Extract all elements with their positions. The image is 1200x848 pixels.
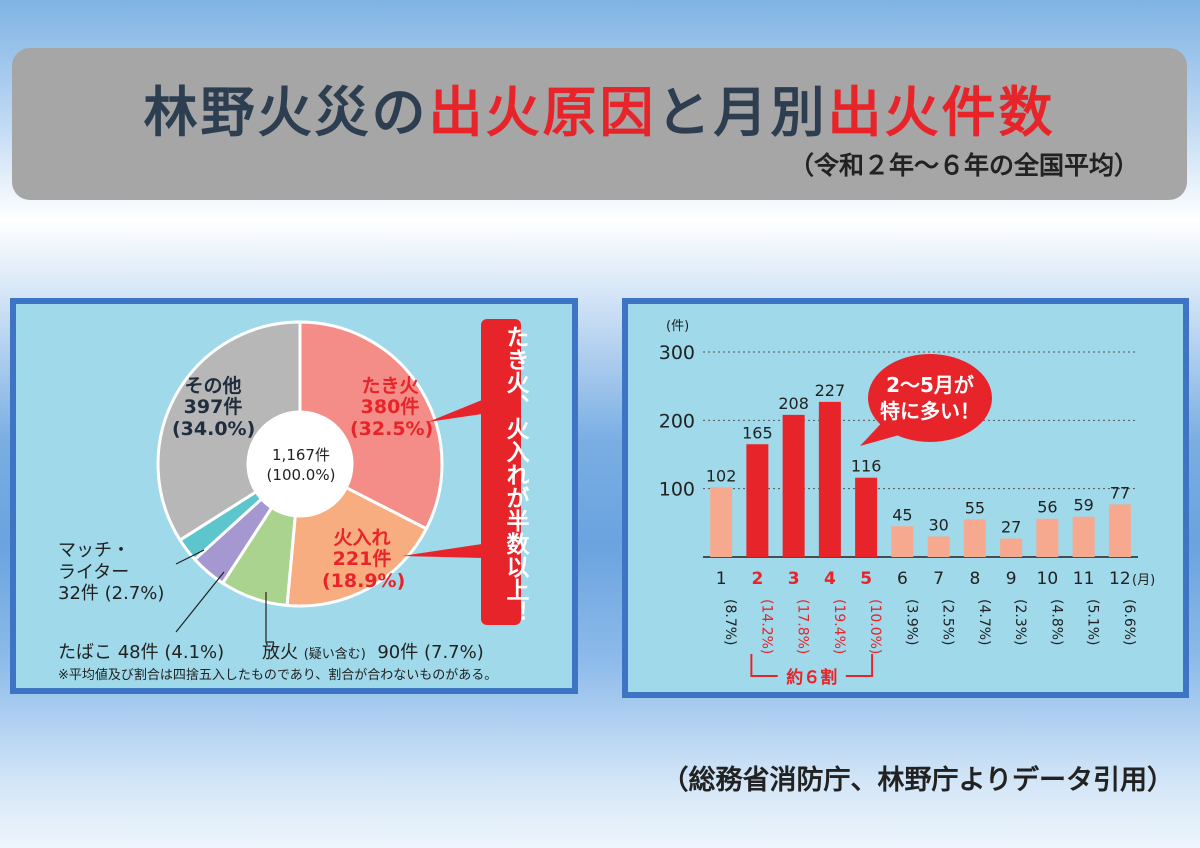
x-tick-label: 6 (897, 569, 908, 589)
percentage-label: (5.1%) (1085, 599, 1101, 646)
leader-line (175, 571, 225, 633)
x-tick-label: 9 (1006, 569, 1017, 589)
monthly-bar-chart: 100 200 300 (件) 102 1 (8.7%) 165 2 (14.2%) 208 3 (17… (659, 319, 1155, 688)
percentage-label: (4.7%) (976, 599, 992, 646)
x-tick-label: 11 (1073, 569, 1095, 589)
bracket-label-bg (777, 665, 846, 687)
bar-month-5 (855, 477, 878, 557)
percentage-label: (4.8%) (1048, 599, 1064, 646)
x-tick-label: 4 (824, 569, 836, 589)
page-title: 林野火災の出火原因と月別出火件数 (143, 81, 1056, 144)
bar-value-label: 55 (965, 498, 985, 517)
pie-callout-text: たき火、火入れが半数以上！ (502, 325, 528, 624)
bar-month-3 (782, 414, 805, 557)
x-tick-label: 2 (751, 569, 763, 589)
bar-callout-text-2: 特に多い！ (880, 399, 980, 423)
callout-pointer-takibi (428, 400, 482, 422)
percentage-label: (6.6%) (1121, 599, 1137, 646)
bar-value-label: 45 (892, 505, 912, 524)
bar-month-7 (927, 536, 950, 557)
leader-line (175, 549, 205, 565)
y-tick-label: 100 (659, 479, 695, 501)
x-tick-label: 10 (1037, 569, 1059, 589)
x-tick-label: 8 (969, 569, 980, 589)
bar-value-label: 208 (778, 394, 809, 413)
percentage-label: (17.8%) (795, 599, 811, 654)
x-tick-label: 1 (716, 569, 727, 589)
percentage-label: (2.3%) (1012, 599, 1028, 646)
bar-value-label: 102 (706, 466, 737, 485)
bar-month-2 (746, 444, 769, 557)
y-unit-label: (件) (666, 319, 689, 334)
bar-callout-bubble (868, 354, 992, 442)
percentage-label: (19.4%) (831, 599, 847, 654)
title-banner: 林野火災の出火原因と月別出火件数 （令和２年～６年の全国平均） (12, 48, 1187, 200)
slice-label-houka: 放火 (疑い含む) 90件 (7.7%) (262, 642, 484, 663)
x-tick-label: 7 (933, 569, 944, 589)
bar-value-label: 165 (742, 423, 773, 442)
bar-month-4 (818, 401, 841, 557)
percentage-label: (2.5%) (940, 599, 956, 646)
slice-label-hiire: 火入れ 221件 (18.9%) (322, 527, 406, 592)
pie-center-hole (248, 412, 352, 516)
bar-month-1 (710, 487, 733, 557)
bar-month-11 (1072, 516, 1095, 557)
bar-value-label: 116 (851, 457, 882, 476)
bar-value-label: 77 (1110, 483, 1130, 502)
bar-value-label: 56 (1037, 498, 1057, 517)
cause-pie-panel: 1,167件 (100.0%) たき火 380件 (32.5%) 火入れ 221… (10, 298, 578, 694)
percentage-label: (14.2%) (758, 599, 774, 654)
page-subtitle: （令和２年～６年の全国平均） (788, 151, 1139, 180)
x-unit-label: (月) (1132, 573, 1155, 588)
bar-value-label: 27 (1001, 518, 1021, 537)
x-tick-label: 12 (1109, 569, 1131, 589)
bar-callout-text-1: 2～5月が (886, 373, 974, 397)
bar-value-label: 30 (928, 516, 948, 535)
slice-label-tabako: たばこ 48件 (4.1%) (58, 642, 225, 663)
percentage-label: (8.7%) (722, 599, 738, 646)
cause-pie-chart (156, 320, 482, 643)
monthly-bar-panel: 100 200 300 (件) 102 1 (8.7%) 165 2 (14.2%) 208 3 (17… (622, 298, 1189, 698)
bar-month-12 (1108, 504, 1131, 557)
y-tick-label: 300 (659, 342, 695, 364)
bar-value-label: 227 (815, 381, 846, 400)
slice-label-other: その他 397件 (34.0%) (172, 375, 256, 440)
percentage-label: (10.0%) (867, 599, 883, 654)
y-tick-label: 200 (659, 410, 695, 432)
pie-center-pct: (100.0%) (266, 465, 336, 484)
slice-label-takibi: たき火 380件 (32.5%) (350, 375, 434, 440)
bar-month-8 (963, 519, 986, 557)
data-source: （総務省消防庁、林野庁よりデータ引用） (661, 765, 1174, 796)
pie-callout: たき火、火入れが半数以上！ (481, 319, 528, 625)
x-tick-label: 5 (860, 569, 872, 589)
callout-pointer-hiire (402, 544, 482, 558)
x-tick-label: 3 (788, 569, 800, 589)
footnote: ※平均値及び割合は四捨五入したものであり、割合が合わないものがある。 (58, 668, 498, 683)
leader-line (265, 592, 274, 643)
bracket-label: 約６割 (786, 667, 837, 688)
pie-center-total: 1,167件 (272, 446, 330, 464)
bar-value-label: 59 (1073, 496, 1093, 515)
bar-month-10 (1036, 518, 1059, 557)
bar-month-9 (1000, 538, 1023, 557)
bar-month-6 (891, 526, 914, 557)
pie-center-label: 1,167件 (100.0%) (256, 446, 346, 485)
slice-label-match: マッチ・ ライター 32件 (2.7%) (58, 540, 165, 605)
percentage-label: (3.9%) (903, 599, 919, 646)
